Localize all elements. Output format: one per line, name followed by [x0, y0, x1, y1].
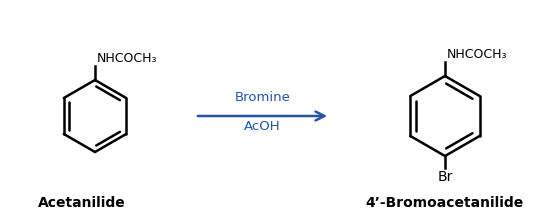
Text: Bromine: Bromine — [235, 91, 291, 104]
Text: NHCOCH₃: NHCOCH₃ — [97, 52, 157, 65]
Text: Br: Br — [437, 170, 452, 184]
Text: 4’-Bromoacetanilide: 4’-Bromoacetanilide — [366, 196, 524, 210]
Text: AcOH: AcOH — [244, 120, 281, 133]
Text: Acetanilide: Acetanilide — [38, 196, 126, 210]
Text: NHCOCH₃: NHCOCH₃ — [447, 48, 507, 61]
